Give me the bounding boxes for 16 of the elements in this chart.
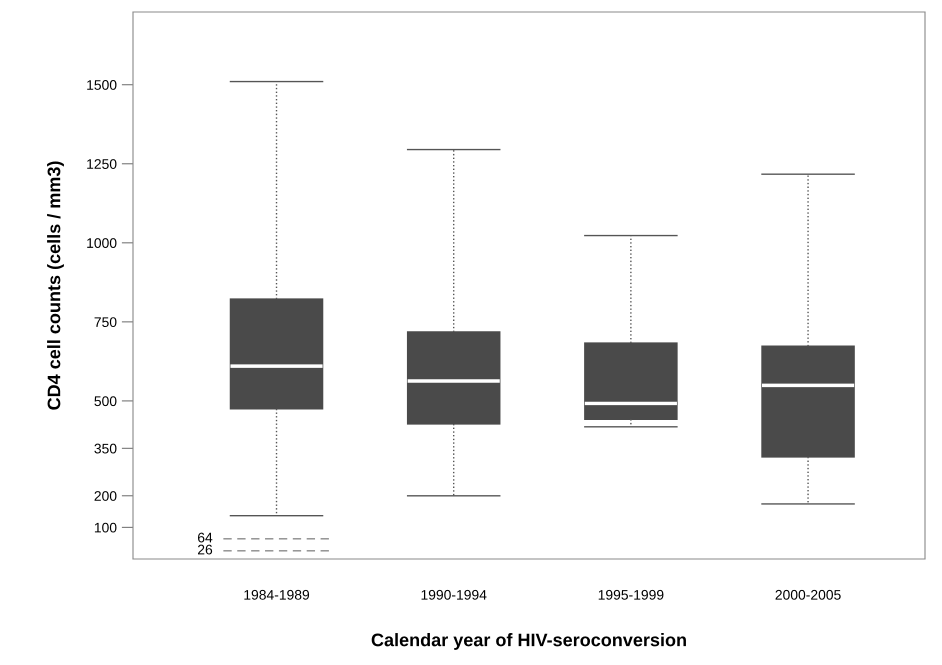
- y-tick-label: 200: [94, 491, 116, 501]
- ref-line-label: 64: [198, 532, 212, 542]
- x-tick-label: 1990-1994: [422, 590, 487, 600]
- y-tick-label: 750: [94, 317, 116, 328]
- y-tick-label: 100: [94, 522, 116, 533]
- y-axis-title: CD4 cell counts (cells / mm3): [47, 161, 64, 410]
- x-tick-label: 2000-2005: [776, 590, 841, 600]
- y-tick-label: 1250: [87, 159, 116, 169]
- ref-line-label: 26: [198, 544, 212, 555]
- y-tick-label: 1000: [87, 238, 116, 248]
- x-tick-label: 1995-1999: [598, 590, 664, 600]
- y-tick-label: 500: [94, 396, 116, 406]
- y-tick-label: 350: [94, 444, 116, 454]
- y-tick-label: 1500: [87, 80, 116, 90]
- x-axis-title: Calendar year of HIV-seroconversion: [372, 633, 686, 650]
- x-tick-label: 1984-1989: [244, 590, 310, 600]
